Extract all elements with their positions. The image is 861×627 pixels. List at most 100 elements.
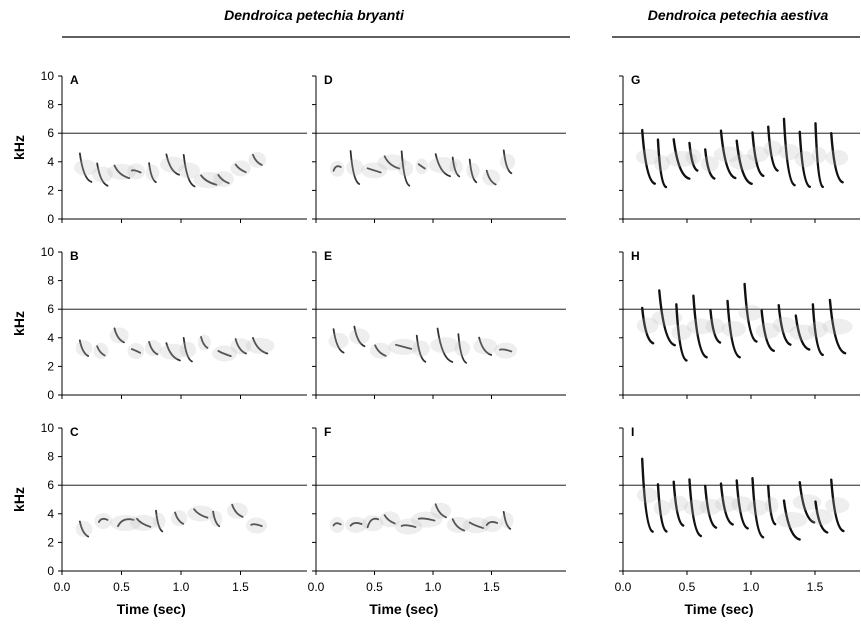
syllable	[353, 325, 366, 348]
syllable	[830, 132, 844, 184]
y-axis-label: kHz	[11, 311, 27, 336]
noise	[651, 309, 683, 326]
syllable	[417, 163, 426, 170]
syllable	[760, 309, 775, 353]
noise	[329, 516, 345, 533]
noise	[729, 154, 760, 171]
syllable	[113, 327, 125, 344]
syllable	[798, 481, 816, 524]
syllable	[675, 303, 688, 362]
noise	[809, 509, 834, 526]
x-tick-label: 1.5	[232, 580, 249, 594]
syllable	[672, 480, 685, 527]
syllable	[182, 153, 196, 188]
y-tick-label: 2	[47, 359, 54, 373]
syllable	[468, 158, 478, 184]
noise	[397, 160, 414, 177]
noise	[825, 497, 850, 514]
noise	[778, 143, 800, 160]
noise	[653, 499, 671, 516]
noise	[481, 516, 503, 533]
noise	[160, 156, 186, 173]
noise	[665, 150, 698, 167]
noise	[93, 342, 109, 359]
y-tick-label: 2	[47, 535, 54, 549]
syllable	[658, 289, 676, 347]
noise	[94, 512, 112, 529]
syllable	[502, 149, 513, 175]
noise	[738, 304, 763, 321]
noise	[193, 172, 225, 189]
noise	[170, 510, 188, 527]
syllable	[719, 482, 734, 526]
syllable	[349, 150, 361, 185]
panel-label: A	[70, 73, 79, 87]
syllable	[719, 129, 737, 180]
noise	[187, 505, 215, 522]
syllable	[704, 148, 716, 180]
noise	[379, 511, 400, 528]
x-axis-label: Time (sec)	[369, 601, 438, 617]
syllable	[767, 125, 779, 172]
noise	[789, 324, 816, 341]
x-tick-label: 0.5	[366, 580, 383, 594]
y-tick-label: 4	[47, 155, 54, 169]
noise	[721, 321, 746, 338]
syllable	[78, 520, 90, 538]
y-tick-label: 8	[47, 450, 54, 464]
syllable	[434, 153, 451, 178]
x-axis-label: Time (sec)	[685, 601, 754, 617]
noise	[197, 334, 211, 351]
noise	[328, 332, 349, 349]
noise	[449, 158, 463, 175]
syllable	[182, 337, 193, 363]
syllable	[767, 484, 777, 526]
noise	[482, 169, 501, 186]
noise	[705, 318, 725, 335]
noise	[210, 510, 223, 527]
noise	[346, 159, 364, 176]
noise	[144, 340, 162, 357]
noise	[75, 521, 93, 538]
noise	[109, 327, 129, 344]
syllable	[366, 167, 382, 174]
noise	[668, 495, 688, 512]
noise	[764, 497, 779, 514]
syllable	[96, 345, 106, 357]
syllable	[117, 518, 135, 528]
syllable	[499, 348, 513, 353]
noise	[700, 155, 719, 172]
y-tick-label: 10	[41, 245, 55, 259]
noise	[811, 147, 827, 164]
syllable	[252, 337, 269, 355]
noise	[715, 496, 739, 513]
noise	[91, 166, 113, 183]
x-tick-label: 0.5	[679, 580, 696, 594]
y-tick-label: 6	[47, 302, 54, 316]
syllable	[709, 309, 722, 344]
noise	[212, 345, 238, 362]
noise	[794, 151, 815, 168]
y-tick-label: 2	[47, 183, 54, 197]
syllable	[200, 174, 218, 186]
syllable	[136, 517, 152, 528]
noise	[454, 340, 471, 357]
y-tick-label: 4	[47, 507, 54, 521]
noise	[178, 162, 201, 179]
noise	[245, 337, 275, 354]
y-tick-label: 0	[47, 564, 54, 578]
syllable	[383, 514, 396, 525]
noise	[685, 148, 702, 165]
noise	[466, 162, 480, 179]
syllable	[155, 509, 164, 533]
syllable	[814, 500, 829, 534]
noise	[713, 146, 743, 163]
syllable	[400, 524, 417, 528]
syllable	[174, 511, 185, 525]
syllable	[656, 138, 668, 189]
syllable	[250, 523, 263, 527]
noise	[110, 515, 142, 532]
x-tick-label: 0.5	[113, 580, 130, 594]
syllable	[332, 328, 345, 354]
syllable	[332, 522, 342, 527]
